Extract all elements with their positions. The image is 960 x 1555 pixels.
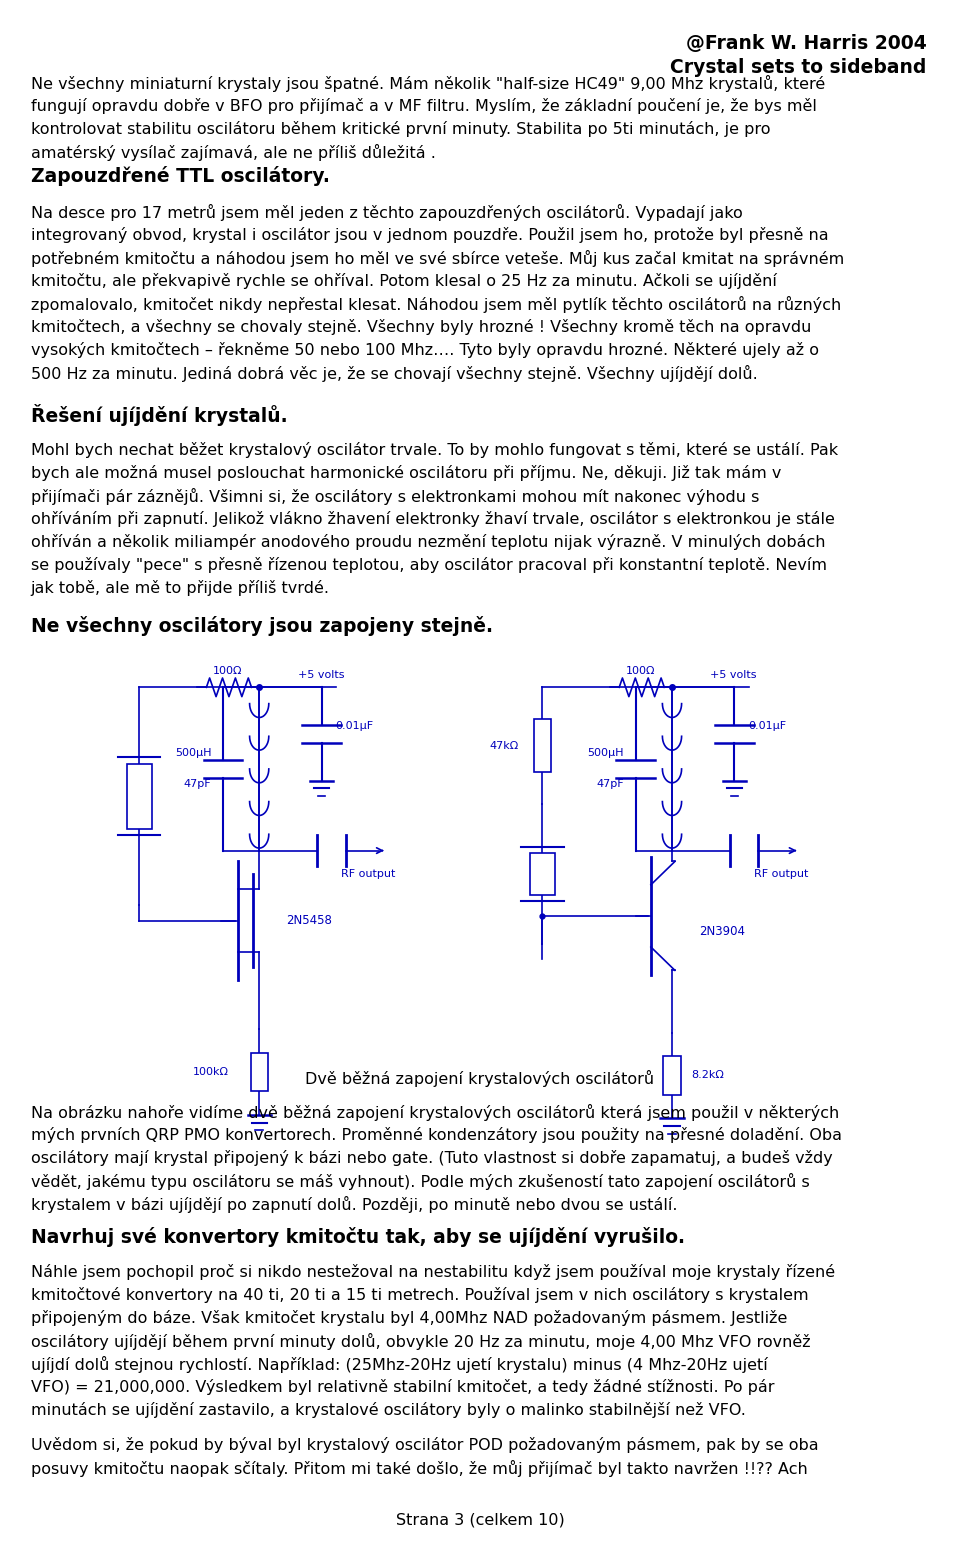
Text: Ne všechny oscilátory jsou zapojeny stejně.: Ne všechny oscilátory jsou zapojeny stej… [31,616,492,636]
Text: ohříván a několik miliampér anodového proudu nezmění teplotu nijak výrazně. V mi: ohříván a několik miliampér anodového pr… [31,533,826,549]
Text: 47pF: 47pF [596,779,624,790]
Text: 8.2kΩ: 8.2kΩ [691,1070,724,1081]
Text: potřebném kmitočtu a náhodou jsem ho měl ve své sbírce veteše. Můj kus začal kmi: potřebném kmitočtu a náhodou jsem ho měl… [31,250,844,267]
Text: Zapouzdřené TTL oscilátory.: Zapouzdřené TTL oscilátory. [31,166,329,187]
Text: Na desce pro 17 metrů jsem měl jeden z těchto zapouzdřených oscilátorů. Vypadají: Na desce pro 17 metrů jsem měl jeden z t… [31,204,742,221]
Text: ohříváním při zapnutí. Jelikož vlákno žhavení elektronky žhaví trvale, oscilátor: ohříváním při zapnutí. Jelikož vlákno žh… [31,510,834,527]
Text: Náhle jsem pochopil proč si nikdo nestežoval na nestabilitu když jsem používal m: Náhle jsem pochopil proč si nikdo nestež… [31,1264,835,1280]
Bar [663,1056,681,1095]
Text: @Frank W. Harris 2004: @Frank W. Harris 2004 [685,34,926,53]
Text: RF output: RF output [341,869,396,879]
Text: +5 volts: +5 volts [298,670,344,680]
Bar [251,1053,268,1092]
Text: ujíjdí dolů stejnou rychlostí. Například: (25Mhz-20Hz ujetí krystalu) minus (4 M: ujíjdí dolů stejnou rychlostí. Například… [31,1356,767,1373]
Text: integrovaný obvod, krystal i oscilátor jsou v jednom pouzdře. Použil jsem ho, pr: integrovaný obvod, krystal i oscilátor j… [31,227,828,243]
Text: 500 Hz za minutu. Jediná dobrá věc je, že se chovají všechny stejně. Všechny ují: 500 Hz za minutu. Jediná dobrá věc je, ž… [31,365,757,383]
Text: Ne všechny miniaturní krystaly jsou špatné. Mám několik "half-size HC49" 9,00 Mh: Ne všechny miniaturní krystaly jsou špat… [31,75,825,92]
Text: amatérský vysílač zajímavá, ale ne příliš důležitá .: amatérský vysílač zajímavá, ale ne příli… [31,143,436,160]
Bar [127,764,152,829]
Text: přijímači pár záznějů. Všimni si, že oscilátory s elektronkami mohou mít nakonec: přijímači pár záznějů. Všimni si, že osc… [31,488,759,505]
Text: 500µH: 500µH [175,748,211,759]
Text: 2N3904: 2N3904 [699,925,745,938]
Bar [534,720,551,771]
Text: kmitočtu, ale překvapivě rychle se ohříval. Potom klesal o 25 Hz za minutu. Ačko: kmitočtu, ale překvapivě rychle se ohřív… [31,272,777,289]
Text: Strana 3 (celkem 10): Strana 3 (celkem 10) [396,1511,564,1527]
Text: Dvě běžná zapojení krystalových oscilátorů: Dvě běžná zapojení krystalových osciláto… [305,1070,655,1087]
Text: +5 volts: +5 volts [710,670,756,680]
Text: 0.01µF: 0.01µF [748,722,786,731]
Text: bych ale možná musel poslouchat harmonické oscilátoru při příjmu. Ne, děkuji. Ji: bych ale možná musel poslouchat harmonic… [31,465,781,480]
Text: fungují opravdu dobře v BFO pro přijímač a v MF filtru. Myslím, že základní pouč: fungují opravdu dobře v BFO pro přijímač… [31,98,817,114]
Text: 0.01µF: 0.01µF [335,722,373,731]
Text: oscilátory mají krystal připojený k bázi nebo gate. (Tuto vlastnost si dobře zap: oscilátory mají krystal připojený k bázi… [31,1151,832,1166]
Text: se používaly "pece" s přesně řízenou teplotou, aby oscilátor pracoval při konsta: se používaly "pece" s přesně řízenou tep… [31,557,827,572]
Text: Navrhuj své konvertory kmitočtu tak, aby se ujíjdění vyrušilo.: Navrhuj své konvertory kmitočtu tak, aby… [31,1227,684,1247]
Text: kmitočtech, a všechny se chovaly stejně. Všechny byly hrozné ! Všechny kromě těc: kmitočtech, a všechny se chovaly stejně.… [31,319,811,334]
Text: připojeným do báze. Však kmitočet krystalu byl 4,00Mhz NAD požadovaným pásmem. J: připojeným do báze. Však kmitočet krysta… [31,1311,787,1326]
Text: kmitočtové konvertory na 40 ti, 20 ti a 15 ti metrech. Používal jsem v nich osci: kmitočtové konvertory na 40 ti, 20 ti a … [31,1288,808,1303]
Text: minutách se ujíjdění zastavilo, a krystalové oscilátory byly o malinko stabilněj: minutách se ujíjdění zastavilo, a krysta… [31,1403,746,1418]
Text: mých prvních QRP PMO konvertorech. Proměnné kondenzátory jsou použity na přesné : mých prvních QRP PMO konvertorech. Promě… [31,1127,842,1143]
Text: Řešení ujíjdění krystalů.: Řešení ujíjdění krystalů. [31,404,287,426]
Text: krystalem v bázi ujíjdějí po zapnutí dolů. Později, po minutě nebo dvou se ustál: krystalem v bázi ujíjdějí po zapnutí dol… [31,1196,677,1213]
Text: Crystal sets to sideband: Crystal sets to sideband [670,58,926,76]
Text: 500µH: 500µH [588,748,624,759]
Text: jak tobě, ale mě to přijde příliš tvrdé.: jak tobě, ale mě to přijde příliš tvrdé. [31,580,329,596]
Text: 2N5458: 2N5458 [286,914,332,927]
Text: oscilátory ujíjdějí během první minuty dolů, obvykle 20 Hz za minutu, moje 4,00 : oscilátory ujíjdějí během první minuty d… [31,1333,810,1350]
Text: RF output: RF output [754,869,808,879]
Text: vědět, jakému typu oscilátoru se máš vyhnout). Podle mých zkušeností tato zapoje: vědět, jakému typu oscilátoru se máš vyh… [31,1172,809,1190]
Text: Na obrázku nahoře vidíme dvě běžná zapojení krystalových oscilátorů která jsem p: Na obrázku nahoře vidíme dvě běžná zapoj… [31,1104,839,1121]
Text: Uvědom si, že pokud by býval byl krystalový oscilátor POD požadovaným pásmem, pa: Uvědom si, že pokud by býval byl krystal… [31,1437,818,1452]
Text: 100kΩ: 100kΩ [192,1067,228,1078]
Text: Mohl bych nechat běžet krystalový oscilátor trvale. To by mohlo fungovat s těmi,: Mohl bych nechat běžet krystalový oscilá… [31,442,838,457]
Bar [530,852,555,894]
Text: 100Ω: 100Ω [626,667,656,676]
Text: 47pF: 47pF [183,779,211,790]
Text: zpomalovalo, kmitočet nikdy nepřestal klesat. Náhodou jsem měl pytlík těchto osc: zpomalovalo, kmitočet nikdy nepřestal kl… [31,295,841,313]
Text: vysokých kmitočtech – řekněme 50 nebo 100 Mhz…. Tyto byly opravdu hrozné. Někter: vysokých kmitočtech – řekněme 50 nebo 10… [31,342,819,358]
Text: posuvy kmitočtu naopak sčítaly. Přitom mi také došlo, že můj přijímač byl takto : posuvy kmitočtu naopak sčítaly. Přitom m… [31,1460,807,1477]
Text: kontrolovat stabilitu oscilátoru během kritické první minuty. Stabilita po 5ti m: kontrolovat stabilitu oscilátoru během k… [31,121,770,137]
Text: 100Ω: 100Ω [213,667,243,676]
Text: 47kΩ: 47kΩ [490,740,518,751]
Text: VFO) = 21,000,000. Výsledkem byl relativně stabilní kmitočet, a tedy žádné stížn: VFO) = 21,000,000. Výsledkem byl relativ… [31,1379,774,1395]
